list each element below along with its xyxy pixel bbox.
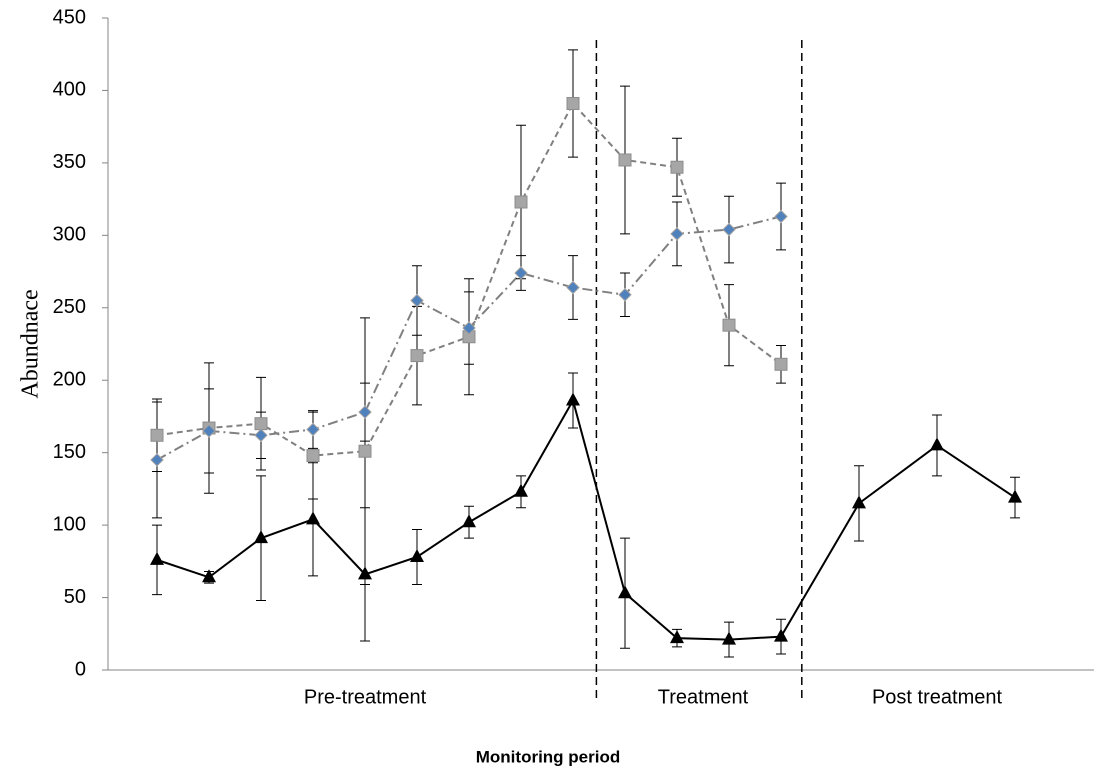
y-tick-label: 250	[53, 296, 86, 318]
square-marker	[150, 428, 164, 442]
y-tick-label: 0	[75, 658, 86, 680]
period-label: Post treatment	[872, 686, 1003, 708]
diamond-marker	[514, 266, 528, 280]
triangle-marker	[306, 511, 320, 525]
diamond-marker	[254, 428, 268, 442]
triangle-marker	[670, 630, 684, 644]
square-marker	[254, 417, 268, 431]
y-tick-label: 350	[53, 151, 86, 173]
diamond-marker	[410, 293, 424, 308]
period-label: Treatment	[658, 686, 749, 708]
square-marker	[566, 96, 580, 110]
period-label: Pre-treatment	[304, 686, 427, 708]
triangle-marker	[566, 392, 580, 406]
series-line	[156, 397, 1016, 641]
diamond-marker	[774, 209, 788, 224]
y-tick-label: 50	[64, 586, 86, 608]
diamond-marker	[670, 227, 684, 241]
diamond-marker	[462, 321, 476, 335]
triangle-marker	[514, 483, 528, 497]
diamond-marker	[306, 422, 320, 437]
y-tick-label: 300	[53, 224, 86, 246]
x-axis-title: Monitoring period	[476, 747, 620, 766]
triangle-marker	[1008, 489, 1022, 503]
square-marker	[410, 349, 424, 363]
triangle-marker	[462, 514, 476, 528]
triangle-marker	[150, 551, 164, 565]
triangle-marker	[618, 585, 632, 599]
triangle-marker	[852, 495, 866, 509]
diamond-marker	[566, 280, 580, 295]
y-tick-label: 150	[53, 441, 86, 463]
y-tick-label: 450	[53, 6, 86, 28]
y-axis-title: Abundnace	[18, 289, 44, 398]
triangle-marker	[410, 548, 424, 562]
y-tick-label: 100	[53, 513, 86, 535]
triangle-marker	[722, 631, 736, 645]
triangle-marker	[358, 566, 372, 580]
diamond-marker	[202, 424, 216, 438]
square-marker	[722, 318, 736, 332]
diamond-marker	[358, 405, 372, 419]
triangle-marker	[202, 569, 216, 583]
triangle-marker	[774, 628, 788, 642]
diamond-marker	[722, 222, 736, 237]
triangle-marker	[930, 437, 944, 451]
diamond-marker	[618, 288, 632, 302]
square-marker	[670, 160, 684, 174]
square-marker	[306, 449, 320, 463]
triangle-marker	[254, 530, 268, 544]
y-tick-label: 200	[53, 369, 86, 391]
diamond-marker	[150, 453, 164, 467]
square-marker	[774, 357, 788, 371]
y-tick-label: 400	[53, 79, 86, 101]
square-marker	[358, 444, 372, 458]
square-marker	[618, 153, 632, 167]
square-marker	[514, 195, 528, 209]
